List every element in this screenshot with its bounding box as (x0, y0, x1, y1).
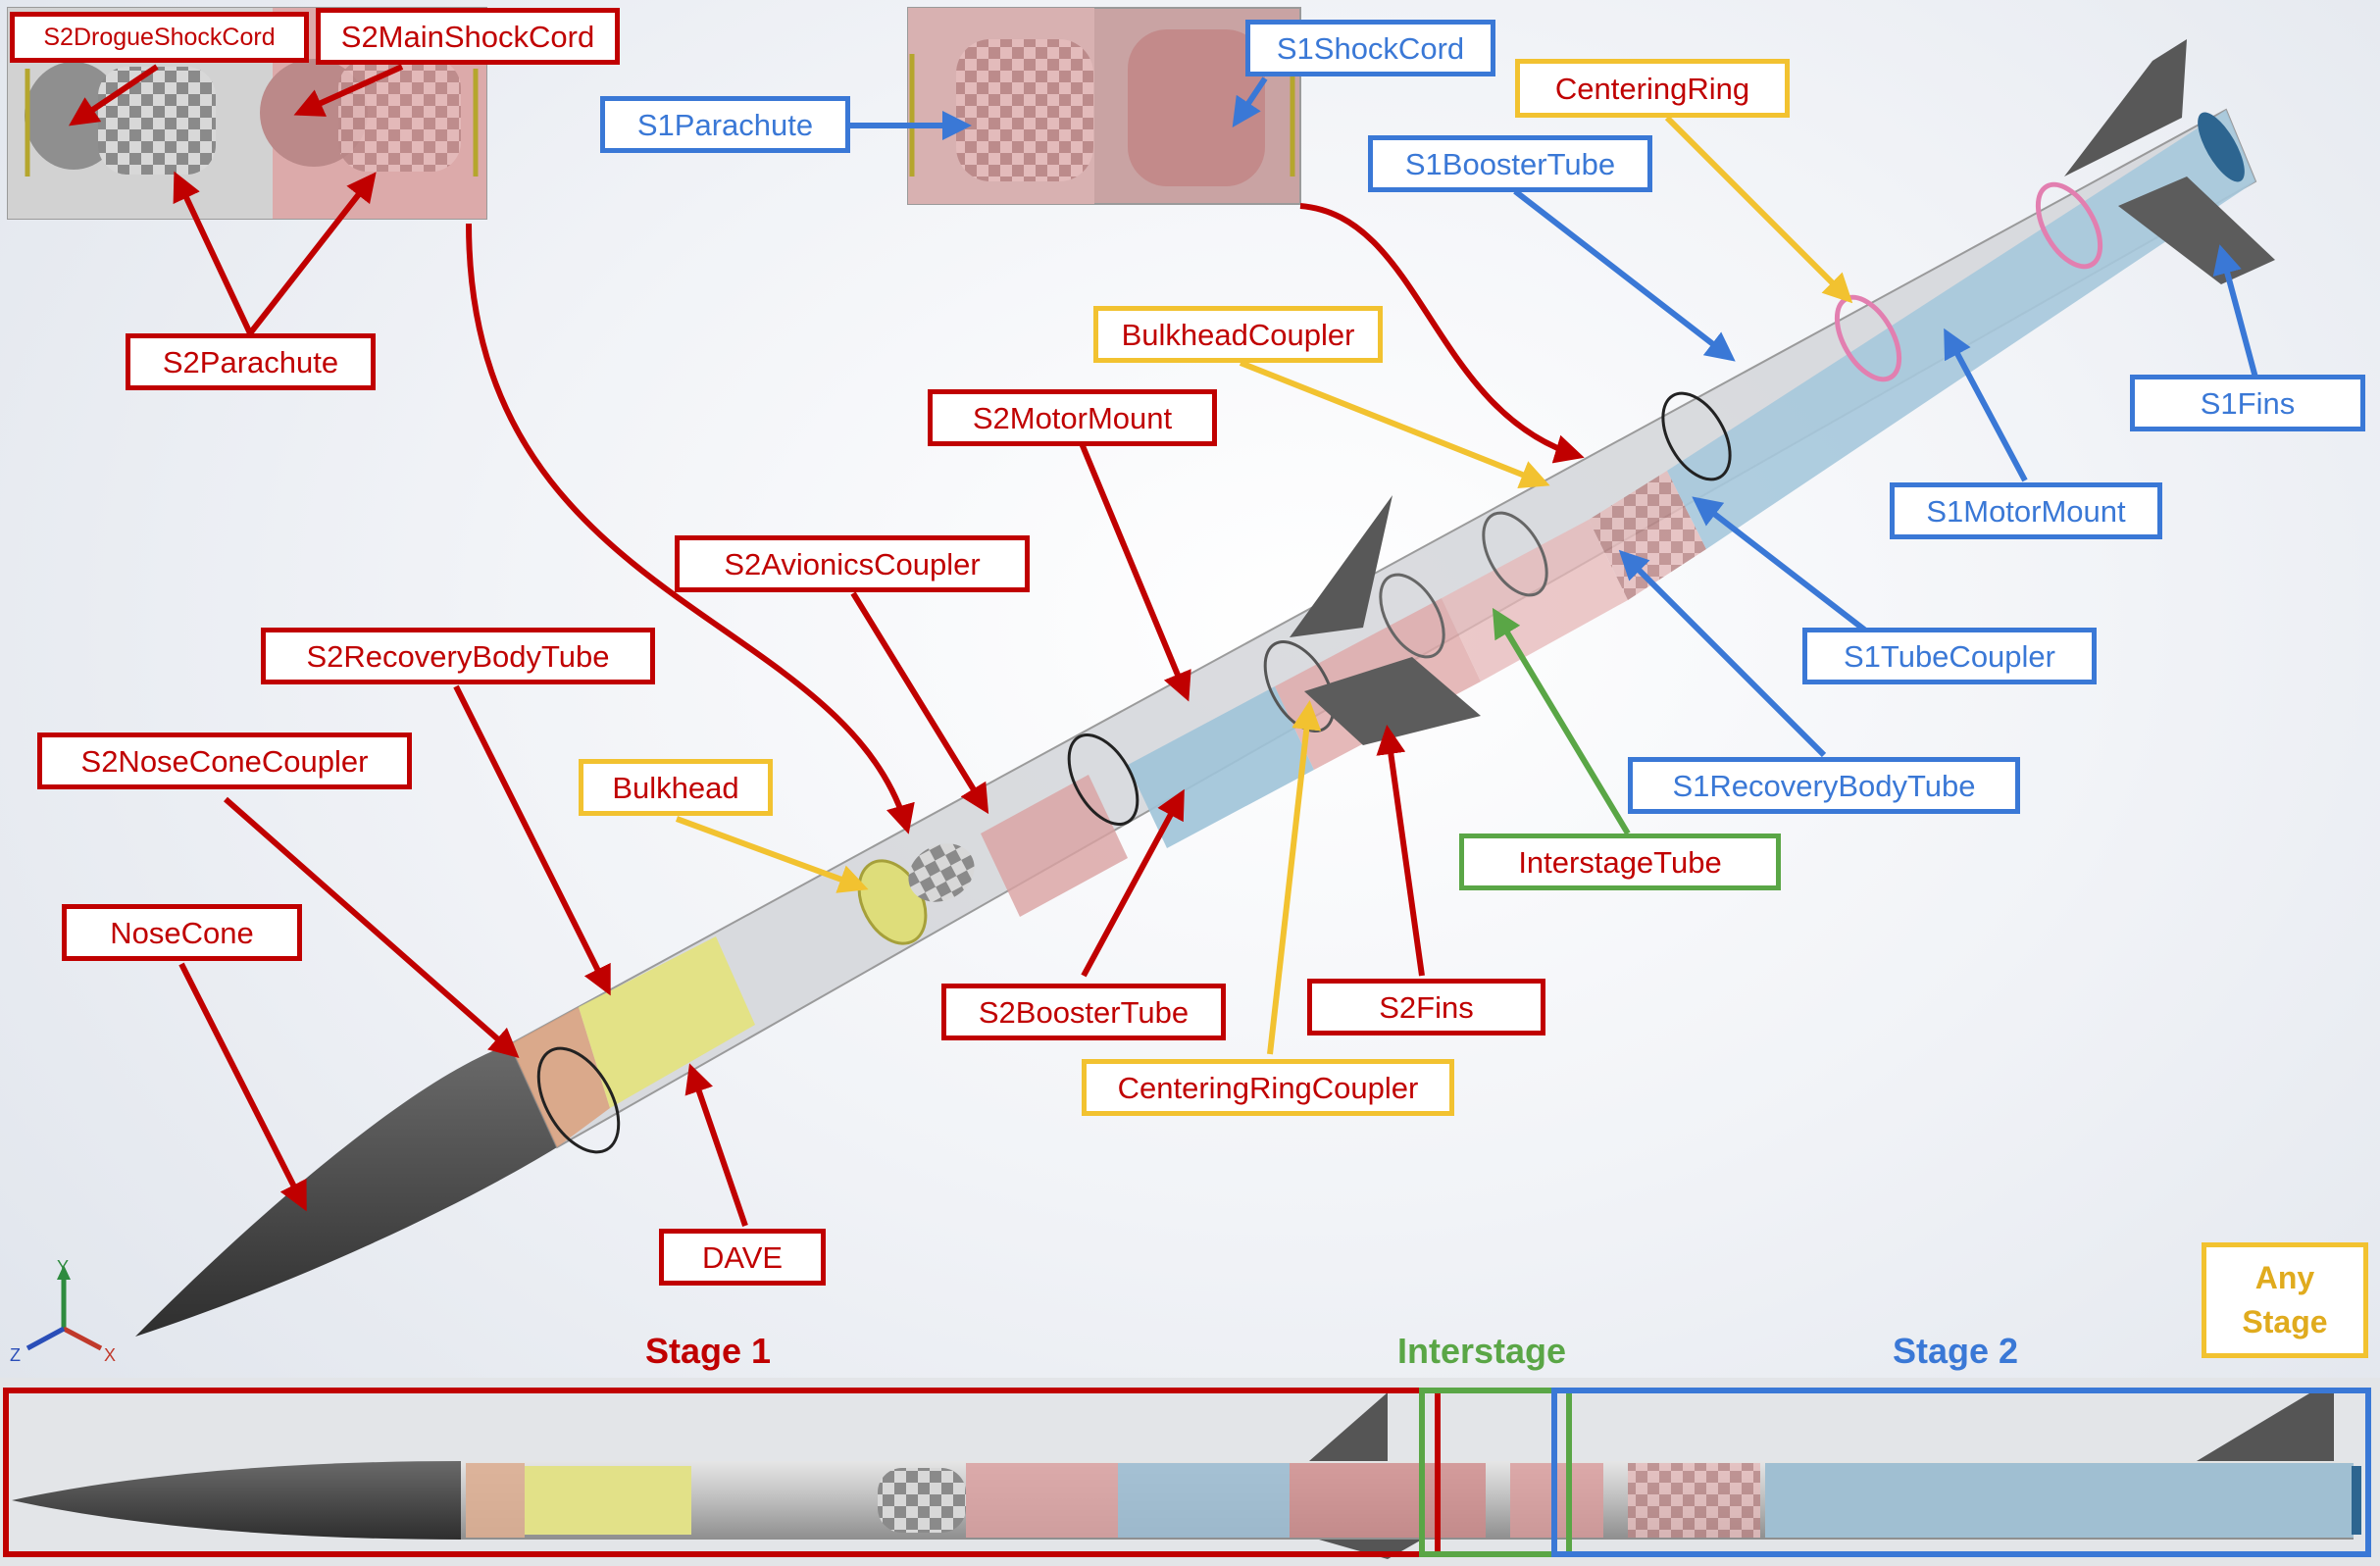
any-stage-line2: Stage (2242, 1304, 2328, 1339)
label-s2-booster-tube: S2BoosterTube (941, 984, 1226, 1040)
stage1-header: Stage 1 (645, 1331, 772, 1371)
s2-fins-shape-lower (1304, 657, 1481, 745)
dave-shape (579, 936, 755, 1108)
ring-outline-3 (1263, 639, 1336, 733)
side-dave (525, 1466, 691, 1535)
rocket-3d (135, 39, 2275, 1337)
any-stage-line1: Any (2254, 1260, 2315, 1296)
ring-outline-5 (1379, 573, 1445, 659)
axis-x-label: X (104, 1345, 117, 1365)
s2-fins-shape (1290, 495, 1393, 637)
side-nose (12, 1461, 461, 1540)
interstage-header: Interstage (1397, 1331, 1567, 1371)
side-blue-2 (1765, 1463, 2354, 1538)
label-bulkhead: Bulkhead (579, 759, 773, 816)
side-red-1 (966, 1463, 1118, 1538)
label-s1-recovery-body-tube: S1RecoveryBodyTube (1628, 757, 2020, 814)
interstage-shape (1442, 520, 1628, 682)
label-s1-shock-cord: S1ShockCord (1245, 20, 1495, 76)
checker-chute-shape (908, 843, 975, 902)
label-s1-booster-tube: S1BoosterTube (1368, 135, 1652, 192)
label-s1-tube-coupler: S1TubeCoupler (1802, 628, 2097, 684)
aft-end (2198, 112, 2245, 182)
label-s2-fins: S2Fins (1307, 979, 1545, 1036)
axis-z-label: Z (10, 1345, 21, 1365)
ring-outline-4 (1661, 391, 1732, 481)
side-checker (878, 1468, 966, 1533)
side-fin-s2 (1309, 1392, 1388, 1461)
ring-outline-2 (1067, 732, 1139, 827)
side-orange (466, 1463, 525, 1538)
axis-y-label: Y (57, 1257, 70, 1277)
s1-fins-shape (2064, 39, 2187, 177)
any-stage-legend: Any Stage (2202, 1242, 2368, 1358)
stage2-header: Stage 2 (1893, 1331, 2019, 1371)
side-blue-1 (1118, 1463, 1290, 1538)
label-arrows (69, 64, 2258, 1227)
side-view (0, 1378, 2380, 1566)
label-nose-cone: NoseCone (62, 904, 302, 961)
label-s1-fins: S1Fins (2130, 375, 2365, 431)
interstage-box (1419, 1388, 1572, 1557)
label-s2-main-shock-cord: S2MainShockCord (316, 8, 620, 65)
nose-cone-coupler-shape (510, 1007, 610, 1147)
label-s2-motor-mount: S2MotorMount (928, 389, 1217, 446)
ring-outline-6 (1482, 511, 1548, 597)
side-checker-2 (1628, 1463, 1760, 1538)
label-dave: DAVE (659, 1229, 826, 1286)
stage1-box (3, 1388, 1441, 1557)
label-s1-parachute: S1Parachute (600, 96, 850, 153)
axis-triad (25, 1265, 103, 1351)
stage2-box (1551, 1388, 2371, 1557)
label-bulkhead-coupler: BulkheadCoupler (1093, 306, 1383, 363)
label-centering-ring-coupler: CenteringRingCoupler (1082, 1059, 1454, 1116)
label-centering-ring: CenteringRing (1515, 59, 1790, 118)
nose-cone-shape (135, 1044, 557, 1337)
label-s2-drogue-shock-cord: S2DrogueShockCord (10, 12, 309, 63)
side-red-2 (1290, 1463, 1486, 1538)
side-aft (2352, 1466, 2361, 1535)
label-s1-motor-mount: S1MotorMount (1890, 482, 2162, 539)
s1-recovery-inset (907, 7, 1301, 205)
ring-outline-1 (536, 1046, 621, 1154)
label-s2-avionics-coupler: S2AvionicsCoupler (675, 535, 1030, 592)
label-s2-nose-cone-coupler: S2NoseConeCoupler (37, 732, 412, 789)
label-s2-parachute: S2Parachute (126, 333, 376, 390)
centering-ring-2 (2035, 181, 2103, 270)
s1-recovery-shape (1589, 471, 1706, 600)
side-fin-s1 (2197, 1390, 2334, 1461)
label-s2-recovery-body-tube: S2RecoveryBodyTube (261, 628, 655, 684)
label-interstage-tube: InterstageTube (1459, 834, 1781, 890)
